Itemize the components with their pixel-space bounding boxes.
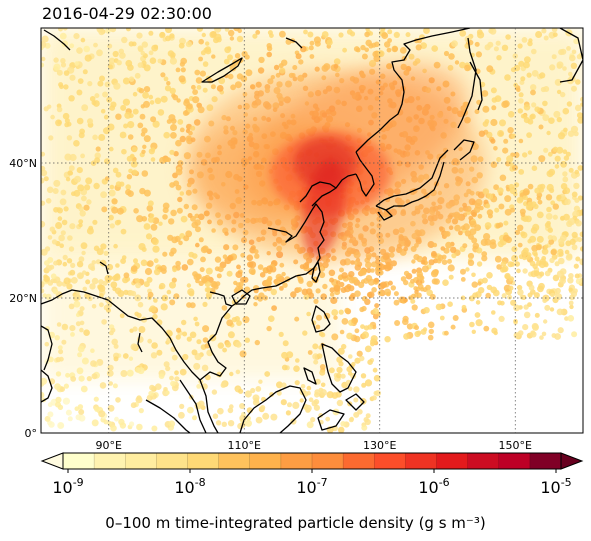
colorbar-segment bbox=[405, 453, 438, 469]
colorbar-tick-label: 10-7 bbox=[296, 476, 327, 497]
map-frame bbox=[40, 27, 584, 434]
latitude-label: 40°N bbox=[9, 157, 37, 170]
colorbar-segment bbox=[94, 453, 126, 469]
colorbar-tick-label: 10-5 bbox=[540, 476, 571, 497]
latitude-label: 20°N bbox=[9, 292, 37, 305]
map-area bbox=[41, 28, 583, 433]
graticule bbox=[41, 28, 583, 433]
longitude-labels: 90°E 110°E 130°E 150°E bbox=[96, 439, 532, 452]
latitude-label: 0° bbox=[25, 427, 38, 440]
colorbar-segment bbox=[280, 453, 313, 469]
colorbar-low-extend bbox=[40, 452, 64, 470]
colorbar-segment bbox=[249, 453, 282, 469]
longitude-label: 150°E bbox=[499, 439, 532, 452]
colorbar-label: 0–100 m time-integrated particle density… bbox=[105, 514, 486, 532]
latitude-labels: 40°N 20°N 0° bbox=[9, 157, 37, 440]
particle-density-plume bbox=[41, 28, 583, 433]
colorbar-segment bbox=[436, 453, 469, 469]
colorbar-segment bbox=[125, 453, 157, 469]
colorbar-segment bbox=[467, 453, 500, 469]
colorbar-segment bbox=[63, 453, 95, 469]
plume-core bbox=[185, 63, 486, 261]
colorbar-segment bbox=[156, 453, 189, 469]
colorbar-tick-label: 10-6 bbox=[418, 476, 449, 497]
colorbar-tick-label: 10-8 bbox=[174, 476, 205, 497]
colorbar-segment bbox=[312, 453, 344, 469]
coastlines bbox=[41, 28, 583, 433]
longitude-label: 90°E bbox=[96, 439, 122, 452]
colorbar-tick-labels: 10-9 10-8 10-7 10-6 10-5 bbox=[52, 469, 572, 497]
colorbar bbox=[40, 452, 584, 470]
longitude-label: 130°E bbox=[363, 439, 396, 452]
colorbar-segment bbox=[529, 453, 562, 469]
colorbar-segment bbox=[498, 453, 531, 469]
timestamp-title: 2016-04-29 02:30:00 bbox=[42, 4, 212, 23]
colorbar-segment bbox=[187, 453, 220, 469]
longitude-label: 110°E bbox=[228, 439, 261, 452]
colorbar-tick-label: 10-9 bbox=[52, 476, 83, 497]
colorbar-high-extend bbox=[560, 452, 584, 470]
colorbar-segment bbox=[374, 453, 406, 469]
colorbar-segment bbox=[343, 453, 375, 469]
colorbar-segment bbox=[218, 453, 251, 469]
